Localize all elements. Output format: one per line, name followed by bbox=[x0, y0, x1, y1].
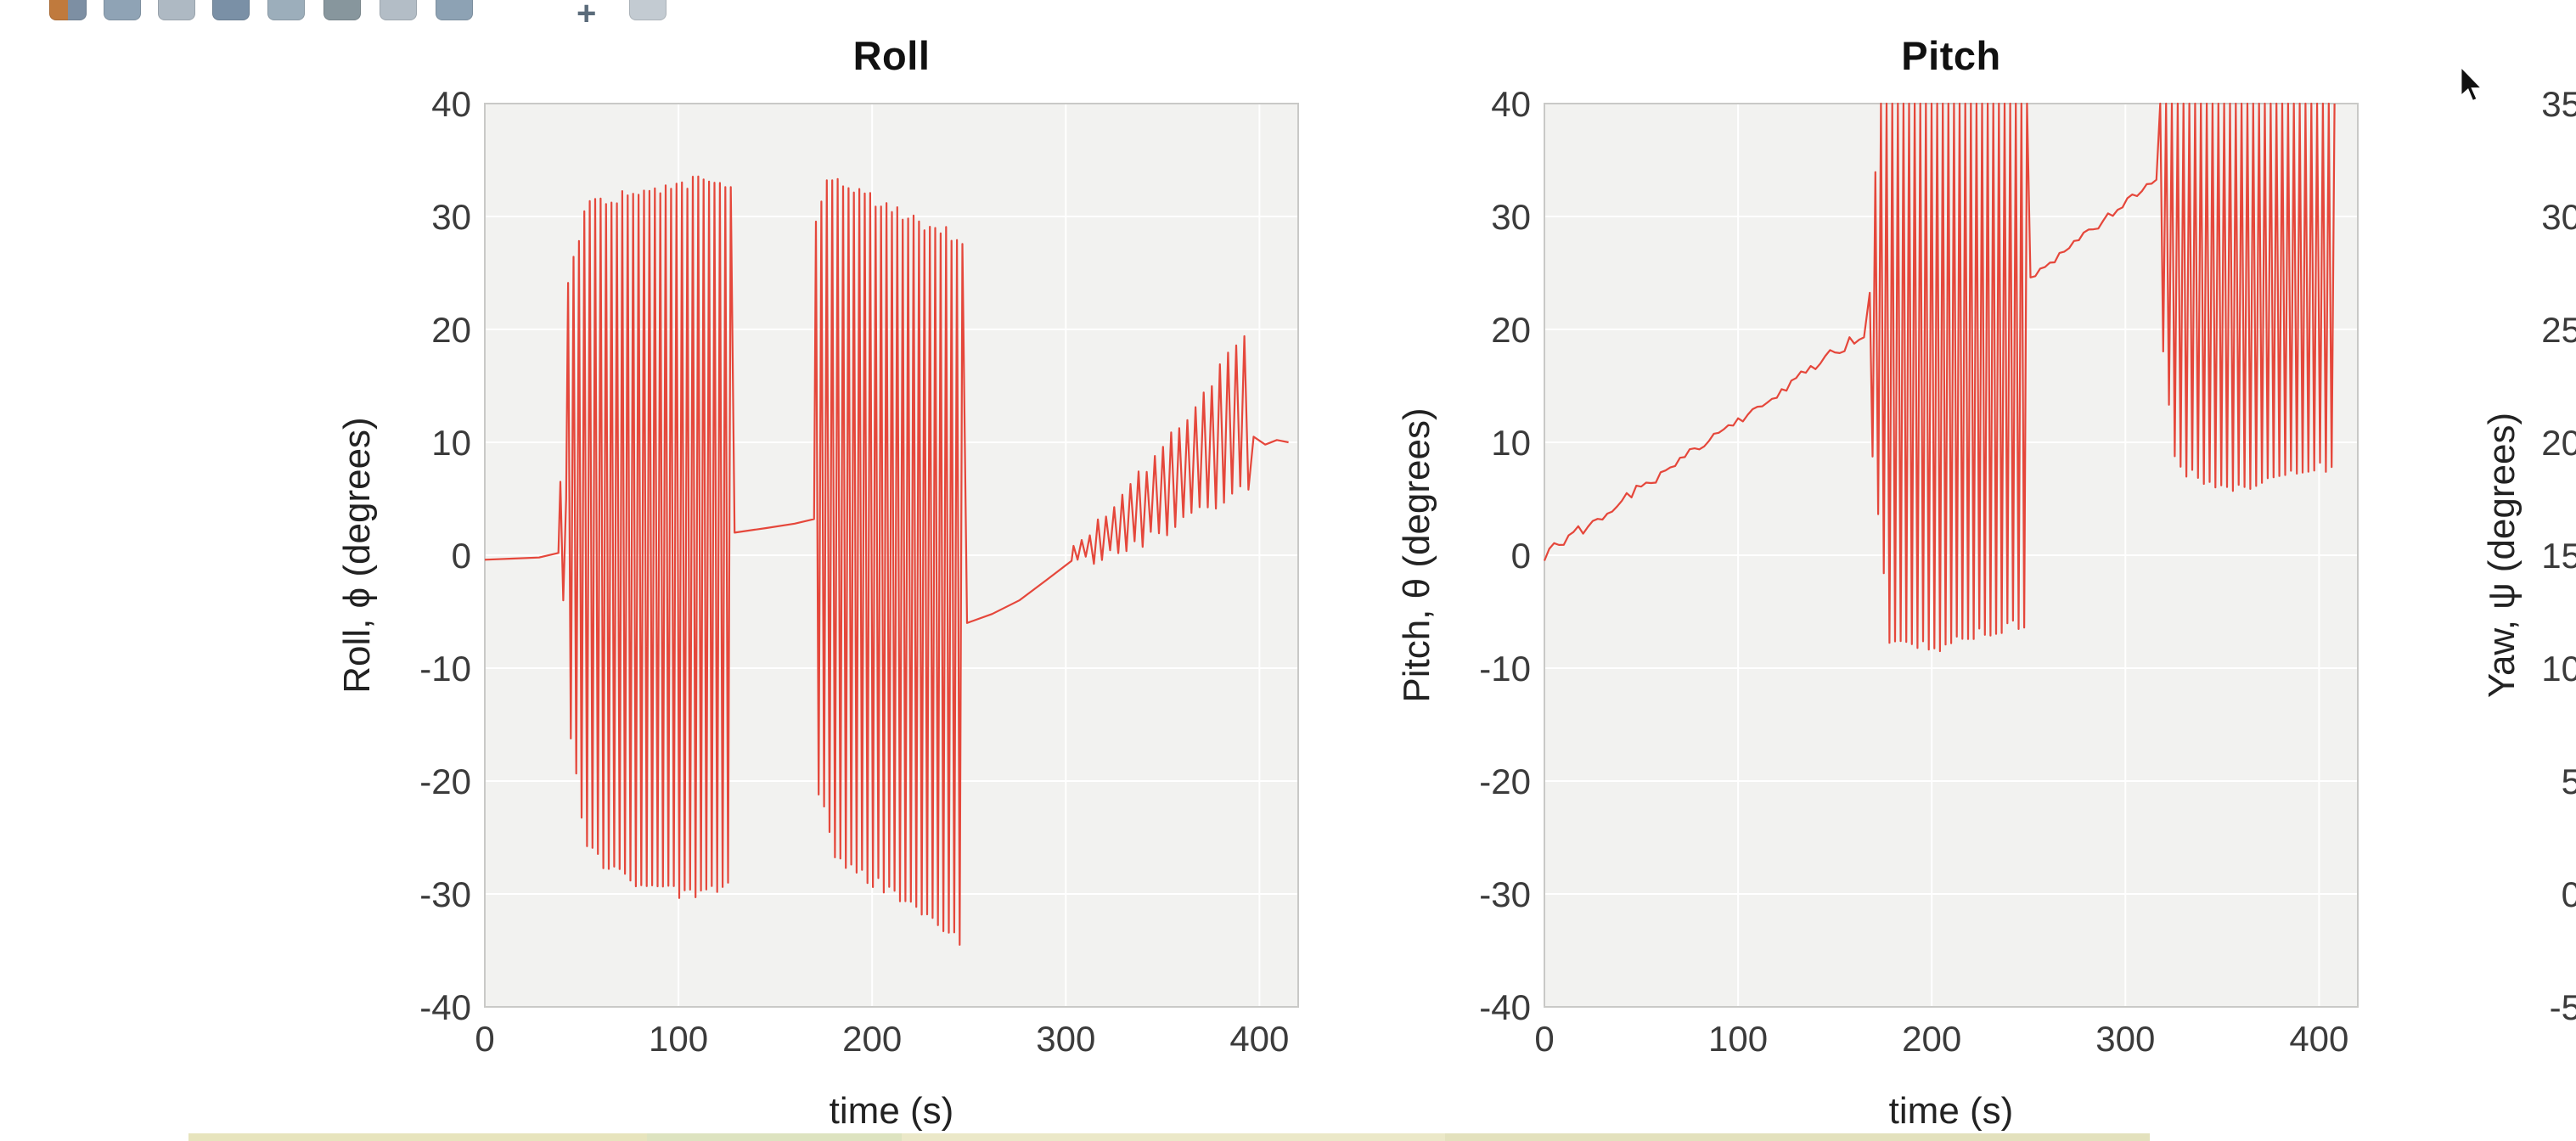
svg-text:400: 400 bbox=[2289, 1019, 2348, 1059]
bottom-strip-segment-2 bbox=[647, 1133, 902, 1141]
svg-text:15: 15 bbox=[2541, 536, 2576, 576]
svg-text:30: 30 bbox=[1491, 197, 1531, 237]
svg-text:35: 35 bbox=[2541, 84, 2576, 124]
roll-plot-title: Roll bbox=[852, 33, 931, 78]
svg-text:10: 10 bbox=[2541, 649, 2576, 689]
yaw-ylabel: Yaw, ψ (degrees) bbox=[2481, 412, 2523, 699]
toolbar-icon-3[interactable] bbox=[158, 0, 195, 20]
svg-text:40: 40 bbox=[1491, 84, 1531, 124]
svg-text:400: 400 bbox=[1229, 1019, 1289, 1059]
toolbar-icon-1[interactable] bbox=[49, 0, 87, 20]
svg-text:10: 10 bbox=[1491, 423, 1531, 463]
svg-text:25: 25 bbox=[2541, 310, 2576, 350]
svg-text:0: 0 bbox=[475, 1019, 494, 1059]
svg-text:300: 300 bbox=[1036, 1019, 1095, 1059]
svg-text:-10: -10 bbox=[1479, 649, 1531, 689]
toolbar-icon-7[interactable] bbox=[380, 0, 417, 20]
svg-text:200: 200 bbox=[842, 1019, 902, 1059]
pitch-ylabel: Pitch, θ (degrees) bbox=[1396, 408, 1437, 703]
svg-text:0: 0 bbox=[452, 536, 471, 576]
roll-xlabel: time (s) bbox=[829, 1090, 954, 1132]
svg-text:30: 30 bbox=[2541, 197, 2576, 237]
mouse-cursor bbox=[2460, 65, 2484, 103]
svg-text:10: 10 bbox=[431, 423, 471, 463]
svg-text:0: 0 bbox=[2562, 874, 2576, 914]
toolbar-icon-5[interactable] bbox=[267, 0, 305, 20]
svg-text:200: 200 bbox=[1902, 1019, 1961, 1059]
bottom-strip-segment-1 bbox=[188, 1133, 647, 1141]
toolbar-icon-8[interactable] bbox=[436, 0, 473, 20]
toolbar-icon-4[interactable] bbox=[212, 0, 250, 20]
bottom-strip-segment-3 bbox=[902, 1133, 1445, 1141]
svg-text:-10: -10 bbox=[419, 649, 471, 689]
roll-ylabel: Roll, ϕ (degrees) bbox=[336, 417, 378, 694]
svg-text:100: 100 bbox=[649, 1019, 708, 1059]
svg-text:0: 0 bbox=[1511, 536, 1531, 576]
pitch-plot-title: Pitch bbox=[1901, 33, 2001, 78]
bottom-strip bbox=[0, 1133, 2576, 1141]
svg-text:-40: -40 bbox=[1479, 987, 1531, 1027]
toolbar: + bbox=[0, 0, 2576, 32]
svg-text:-20: -20 bbox=[1479, 762, 1531, 801]
toolbar-icon-2[interactable] bbox=[104, 0, 141, 20]
svg-text:-5: -5 bbox=[2550, 987, 2576, 1027]
toolbar-icon-6[interactable] bbox=[323, 0, 361, 20]
svg-text:100: 100 bbox=[1708, 1019, 1768, 1059]
svg-text:-30: -30 bbox=[419, 874, 471, 914]
pitch-xlabel: time (s) bbox=[1888, 1090, 2014, 1132]
svg-text:0: 0 bbox=[1534, 1019, 1554, 1059]
svg-text:40: 40 bbox=[431, 84, 471, 124]
svg-text:20: 20 bbox=[431, 310, 471, 350]
new-tab-plus-button[interactable]: + bbox=[577, 0, 597, 32]
svg-text:30: 30 bbox=[431, 197, 471, 237]
toolbar-icon-9[interactable] bbox=[629, 0, 666, 20]
svg-text:20: 20 bbox=[2541, 423, 2576, 463]
bottom-strip-segment-4 bbox=[1445, 1133, 2150, 1141]
svg-text:5: 5 bbox=[2562, 762, 2576, 801]
svg-text:-40: -40 bbox=[419, 987, 471, 1027]
svg-text:-30: -30 bbox=[1479, 874, 1531, 914]
svg-text:300: 300 bbox=[2095, 1019, 2155, 1059]
svg-text:-20: -20 bbox=[419, 762, 471, 801]
svg-text:20: 20 bbox=[1491, 310, 1531, 350]
